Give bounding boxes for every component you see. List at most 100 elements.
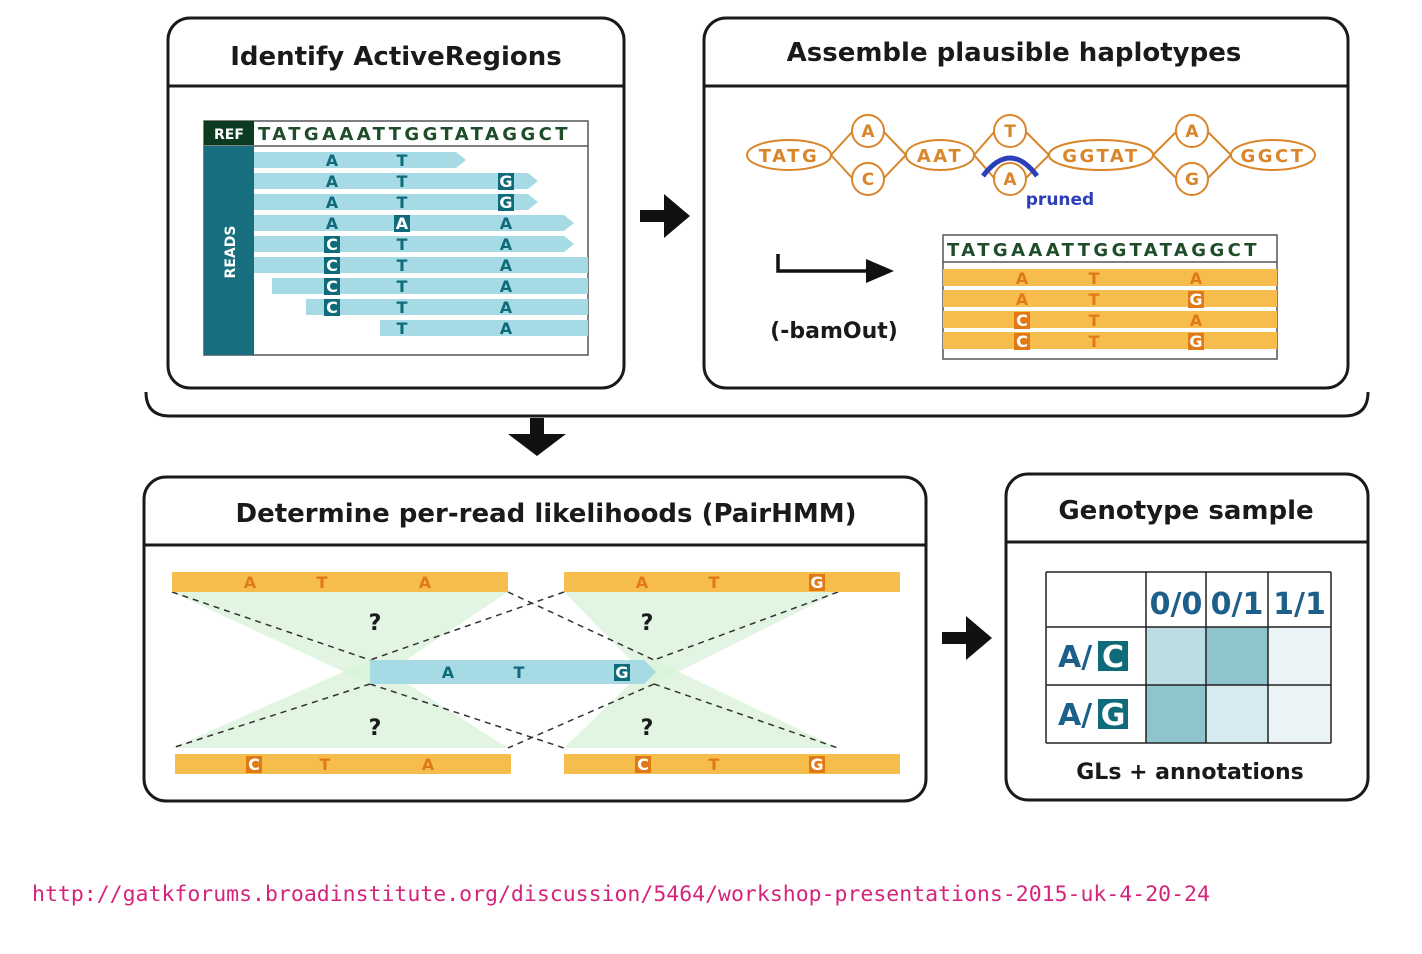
variant-base: C [637, 755, 649, 774]
base-letter: A [500, 319, 513, 338]
base-letter: A [500, 214, 513, 233]
haplotype-ref-sequence: TATGAAATTGGTATAGGCT [947, 240, 1260, 261]
base-letter: A [422, 755, 435, 774]
bamout-label: (-bamOut) [770, 319, 898, 344]
variant-base-box [324, 299, 340, 316]
graph-edge [1024, 154, 1050, 180]
read-bar [380, 320, 588, 336]
variant-base: G [810, 573, 823, 592]
pairhmm-alignment: A T A A T G C T A C T G A T G???? [171, 572, 900, 774]
genotype-column-header: 0/1 [1211, 587, 1264, 622]
base-letter: T [1089, 332, 1100, 351]
variant-base: G [1189, 332, 1202, 351]
alignment-line [171, 683, 371, 749]
branch-node-label: G [1185, 170, 1199, 190]
branch-node-top [851, 114, 885, 148]
genotype-column-header: 0/0 [1150, 587, 1203, 622]
panel-pairhmm: Determine per-read likelihoods (PairHMM)… [142, 475, 928, 803]
variant-base-box [394, 215, 410, 232]
allele-box [1098, 699, 1128, 729]
gl-footer: GLs + annotations [1076, 760, 1304, 785]
read-bar [254, 173, 538, 189]
read-stack: A TA T GA T GA A AC T AC T AC T AC T AT A [254, 151, 588, 338]
haplotype-bar [564, 754, 900, 774]
panel-title: Determine per-read likelihoods (PairHMM) [236, 499, 857, 529]
base-letter: T [514, 663, 525, 682]
graph-edge [1152, 130, 1178, 156]
base-letter: A [326, 172, 339, 191]
haplotype-stack: A T AA T GC T AC T G [943, 269, 1277, 351]
likelihood-question: ? [369, 611, 382, 636]
alignment-line [507, 683, 655, 749]
read-bar [254, 194, 538, 210]
alignment-region [172, 660, 508, 748]
branch-node-label: T [1004, 122, 1016, 142]
branch-node-bottom [851, 162, 885, 196]
read-bar [254, 257, 588, 273]
panel-identify-active-regions: Identify ActiveRegions REF TATGAAATTGGTA… [166, 16, 626, 390]
base-letter: T [317, 573, 328, 592]
reads-label: READS [223, 226, 239, 279]
variant-base: G [499, 193, 512, 212]
allele-letter: C [1102, 640, 1124, 675]
graph-node [905, 139, 975, 171]
branch-node-label: A [1003, 170, 1017, 190]
assembly-graph: TATG AAT GGTAT GGCT A C T A A G [746, 114, 1316, 196]
base-letter: A [636, 573, 649, 592]
variant-base-box [324, 278, 340, 295]
base-letter: T [397, 277, 408, 296]
branch-node-bottom [1175, 162, 1209, 196]
graph-edge [973, 130, 996, 156]
branch-node-label: A [1185, 122, 1199, 142]
likelihood-cell [1268, 627, 1331, 685]
base-letter: T [1089, 290, 1100, 309]
graph-edge [1024, 130, 1050, 156]
variant-base-box [324, 236, 340, 253]
base-letter: A [500, 235, 513, 254]
graph-edge [1152, 154, 1178, 180]
alignment-line [171, 591, 371, 661]
variant-base-box [809, 574, 825, 591]
base-letter: T [1089, 269, 1100, 288]
read-bar [272, 278, 588, 294]
long-arrow-right-icon [776, 254, 872, 273]
variant-base: G [615, 663, 628, 682]
panel-title: Identify ActiveRegions [230, 42, 562, 72]
variant-base-box [1014, 312, 1030, 329]
variant-base: G [1189, 290, 1202, 309]
variant-base-box [1188, 291, 1204, 308]
base-letter: T [709, 573, 720, 592]
genotype-row-prefix: A/ [1058, 640, 1092, 675]
base-letter: A [1190, 311, 1203, 330]
likelihood-cell [1146, 685, 1206, 743]
base-letter: T [709, 755, 720, 774]
variant-base: C [248, 755, 260, 774]
base-letter: T [397, 172, 408, 191]
base-letter: T [1089, 311, 1100, 330]
pruned-arc [981, 155, 1039, 178]
graph-edge [1206, 130, 1232, 156]
graph-edge [973, 154, 996, 180]
likelihood-cell [1206, 685, 1268, 743]
panel-title: Genotype sample [1058, 496, 1313, 526]
variant-base: C [1016, 311, 1028, 330]
base-letter: A [326, 193, 339, 212]
branch-node-top [1175, 114, 1209, 148]
likelihood-cell [1146, 627, 1206, 685]
base-letter: T [397, 235, 408, 254]
ref-sequence: TATGAAATTGGTATAGGCT [258, 124, 571, 145]
base-letter: A [326, 151, 339, 170]
ref-label-box [204, 121, 254, 145]
allele-letter: G [1101, 698, 1126, 733]
